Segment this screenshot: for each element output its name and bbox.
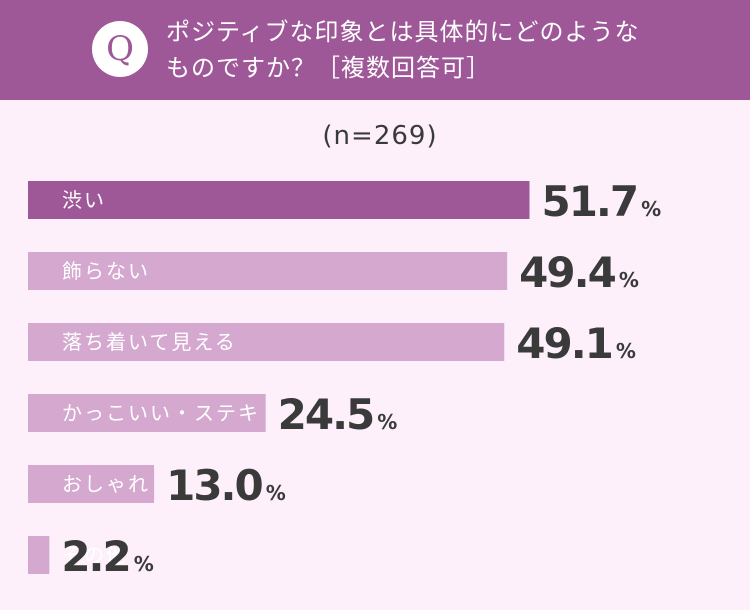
bar-0 [28,181,530,219]
bar-3 [28,394,266,432]
bar-label-3: かっこいい・ステキ [62,401,260,425]
question-line-2: ものですか？［複数回答可］ [166,54,491,82]
bar-label-4: おしゃれ [62,472,150,496]
value-label-1: 49.4% [519,248,639,297]
question-header: Q ポジティブな印象とは具体的にどのような ものですか？［複数回答可］ [0,0,750,100]
bar-2 [28,323,505,361]
question-line-1: ポジティブな印象とは具体的にどのような [166,18,640,46]
value-label-4: 13.0% [166,461,286,510]
bar-5 [28,536,50,574]
bar-4 [28,465,155,503]
value-label-2: 49.1% [516,319,636,368]
value-label-0: 51.7% [541,177,661,226]
bar-1 [28,252,508,290]
bar-label-0: 渋い [62,188,106,212]
question-badge-letter: Q [106,29,134,69]
bar-label-1: 飾らない [62,259,150,283]
value-label-3: 24.5% [278,390,398,439]
bar-label-2: 落ち着いて見える [62,330,237,354]
question-text: ポジティブな印象とは具体的にどのような ものですか？［複数回答可］ [166,14,726,86]
question-badge: Q [92,21,148,77]
bar-label-5: その他 [62,543,128,567]
value-label-5: 2.2% [61,532,153,581]
sample-size: (n=269) [322,121,438,151]
